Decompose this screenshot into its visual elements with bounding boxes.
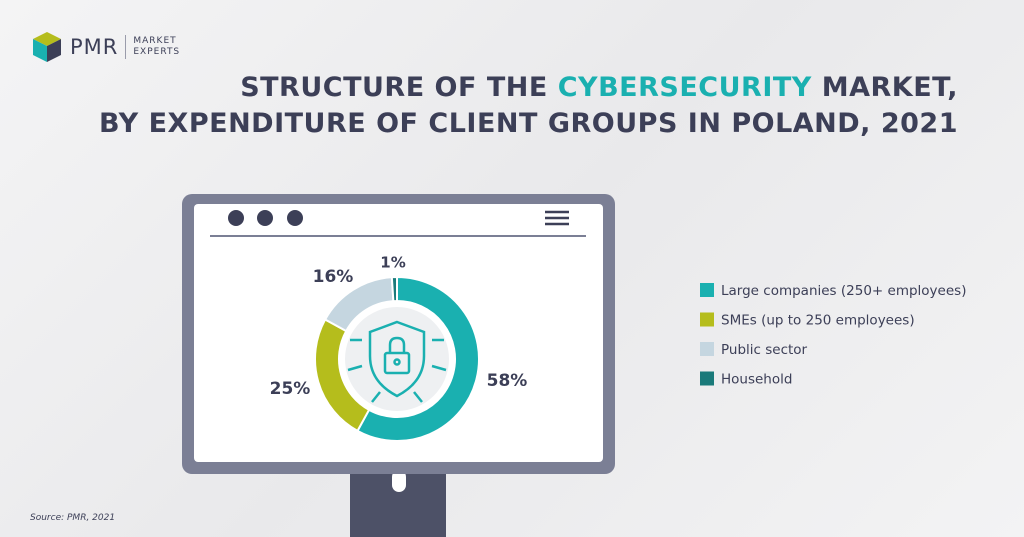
data-label: 16%	[313, 267, 354, 287]
title-part: BY EXPENDITURE OF CLIENT GROUPS IN POLAN…	[99, 108, 958, 139]
menu-icon	[545, 210, 569, 226]
legend-swatch	[700, 283, 714, 297]
legend-swatch	[700, 371, 714, 386]
tagline: MARKET	[133, 36, 177, 46]
legend-label: Public sector	[721, 342, 808, 358]
monitor-button	[392, 470, 406, 492]
window-dot	[228, 210, 244, 226]
logo-tagline: MARKET EXPERTS	[133, 36, 180, 58]
legend-label: Household	[721, 372, 792, 388]
logo-icon	[33, 32, 61, 62]
logo-name: PMR	[70, 35, 119, 59]
data-label: 1%	[380, 254, 405, 272]
legend-swatch	[700, 312, 714, 327]
source: Source: PMR, 2021	[30, 513, 116, 523]
data-label: 58%	[487, 371, 528, 391]
donut-segment	[356, 275, 480, 442]
legend-swatch	[700, 342, 714, 356]
chart-title: STRUCTURE OF THE CYBERSECURITY MARKET, B…	[99, 70, 958, 142]
logo-separator	[125, 35, 127, 59]
tagline: EXPERTS	[133, 47, 181, 57]
window-dot	[287, 210, 303, 226]
title-highlight: CYBERSECURITY	[557, 72, 812, 103]
title-part: MARKET,	[821, 72, 958, 103]
legend-label: SMEs (up to 250 employees)	[721, 313, 915, 329]
shield-icon	[347, 320, 447, 403]
logo: PMR MARKET EXPERTS	[30, 30, 180, 64]
donut-segment	[390, 275, 398, 303]
legend-label: Large companies (250+ employees)	[721, 283, 966, 299]
window-dot	[257, 210, 273, 226]
title-part: STRUCTURE OF THE	[240, 72, 548, 103]
data-label: 25%	[270, 379, 311, 399]
